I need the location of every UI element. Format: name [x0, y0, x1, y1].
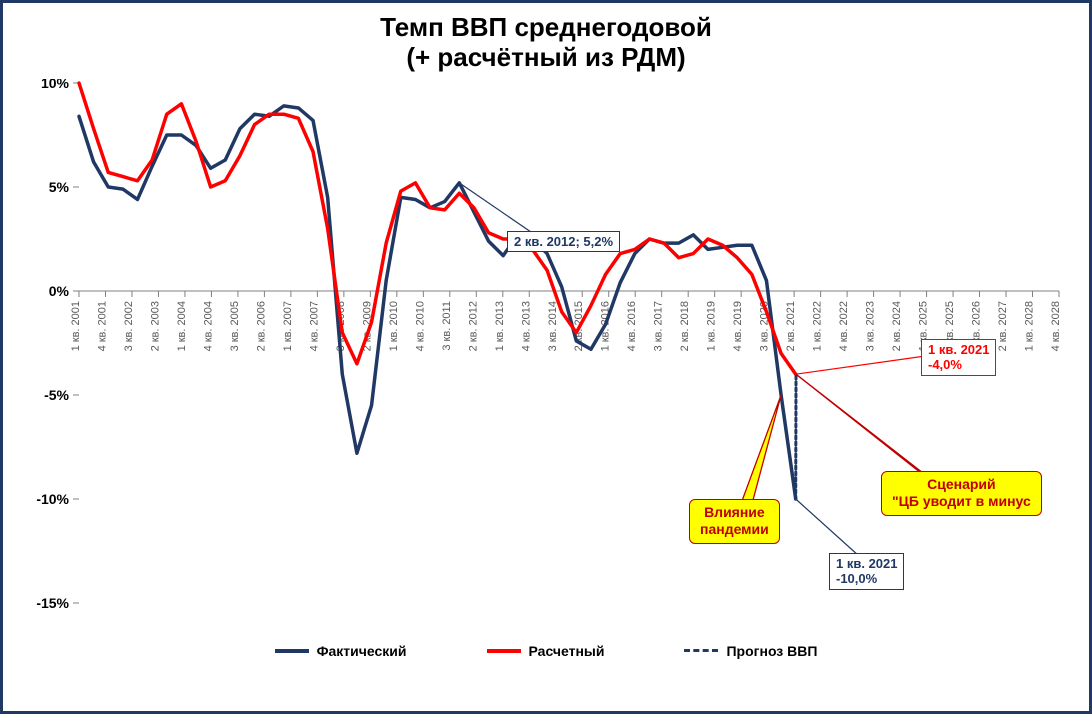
svg-text:1 кв. 2028: 1 кв. 2028: [1024, 301, 1036, 351]
chart-title-line1: Темп ВВП среднегодовой: [15, 13, 1077, 43]
legend-swatch-forecast: [684, 649, 718, 652]
svg-text:1 кв. 2013: 1 кв. 2013: [494, 301, 506, 351]
svg-text:2 кв. 2021: 2 кв. 2021: [785, 301, 797, 351]
data-label-q1_2021_red: 1 кв. 2021-4,0%: [921, 339, 996, 376]
svg-text:5%: 5%: [49, 179, 70, 195]
svg-text:4 кв. 2022: 4 кв. 2022: [838, 301, 850, 351]
chart-svg: -15% -10% -5% 0% 5% 10% 1 кв. 2001 4 кв. 2001 3 …: [21, 79, 1071, 639]
legend-label-calc: Расчетный: [529, 643, 605, 659]
svg-text:4 кв. 2010: 4 кв. 2010: [414, 301, 426, 351]
svg-text:0%: 0%: [49, 283, 70, 299]
svg-text:2 кв. 2006: 2 кв. 2006: [255, 301, 267, 351]
svg-text:2 кв. 2012: 2 кв. 2012: [467, 301, 479, 351]
svg-text:3 кв. 2017: 3 кв. 2017: [653, 301, 665, 351]
svg-text:4 кв. 2019: 4 кв. 2019: [732, 301, 744, 351]
chart-title: Темп ВВП среднегодовой (+ расчётный из Р…: [15, 13, 1077, 73]
legend-item-calc: Расчетный: [487, 643, 605, 659]
legend-swatch-actual: [275, 649, 309, 653]
svg-text:1 кв. 2007: 1 кв. 2007: [282, 301, 294, 351]
data-label-q1_2021_blue: 1 кв. 2021-10,0%: [829, 553, 904, 590]
svg-text:2 кв. 2024: 2 кв. 2024: [891, 301, 903, 351]
legend-label-actual: Фактический: [317, 643, 407, 659]
svg-text:2 кв. 2018: 2 кв. 2018: [679, 301, 691, 351]
svg-text:1 кв. 2004: 1 кв. 2004: [176, 301, 188, 351]
legend-item-forecast: Прогноз ВВП: [684, 643, 817, 659]
svg-text:3 кв. 2002: 3 кв. 2002: [123, 301, 135, 351]
chart-frame: Темп ВВП среднегодовой (+ расчётный из Р…: [0, 0, 1092, 714]
svg-text:3 кв. 2023: 3 кв. 2023: [865, 301, 877, 351]
callout-scenario: Сценарий"ЦБ уводит в минус: [881, 471, 1042, 516]
svg-text:2 кв. 2003: 2 кв. 2003: [149, 301, 161, 351]
svg-text:1 кв. 2010: 1 кв. 2010: [388, 301, 400, 351]
data-label-q2_2012: 2 кв. 2012; 5,2%: [507, 231, 620, 253]
svg-text:3 кв. 2011: 3 кв. 2011: [441, 301, 453, 351]
svg-text:4 кв. 2016: 4 кв. 2016: [626, 301, 638, 351]
svg-text:-5%: -5%: [44, 387, 69, 403]
svg-text:-15%: -15%: [36, 595, 69, 611]
svg-text:10%: 10%: [41, 79, 70, 91]
svg-text:4 кв. 2001: 4 кв. 2001: [96, 301, 108, 351]
svg-text:2 кв. 2027: 2 кв. 2027: [997, 301, 1009, 351]
chart-title-line2: (+ расчётный из РДМ): [15, 43, 1077, 73]
svg-text:4 кв. 2028: 4 кв. 2028: [1050, 301, 1062, 351]
svg-text:1 кв. 2019: 1 кв. 2019: [706, 301, 718, 351]
svg-text:4 кв. 2013: 4 кв. 2013: [520, 301, 532, 351]
callout-pandemic: Влияниепандемии: [689, 499, 780, 544]
legend: Фактический Расчетный Прогноз ВВП: [15, 643, 1077, 659]
svg-text:3 кв. 2014: 3 кв. 2014: [547, 301, 559, 351]
svg-text:4 кв. 2004: 4 кв. 2004: [202, 301, 214, 351]
svg-text:3 кв. 2005: 3 кв. 2005: [229, 301, 241, 351]
svg-text:-10%: -10%: [36, 491, 69, 507]
chart-area: -15% -10% -5% 0% 5% 10% 1 кв. 2001 4 кв. 2001 3 …: [21, 79, 1071, 639]
legend-label-forecast: Прогноз ВВП: [726, 643, 817, 659]
legend-swatch-calc: [487, 649, 521, 653]
legend-item-actual: Фактический: [275, 643, 407, 659]
svg-text:1 кв. 2022: 1 кв. 2022: [812, 301, 824, 351]
svg-text:1 кв. 2001: 1 кв. 2001: [70, 301, 82, 351]
svg-text:4 кв. 2007: 4 кв. 2007: [308, 301, 320, 351]
